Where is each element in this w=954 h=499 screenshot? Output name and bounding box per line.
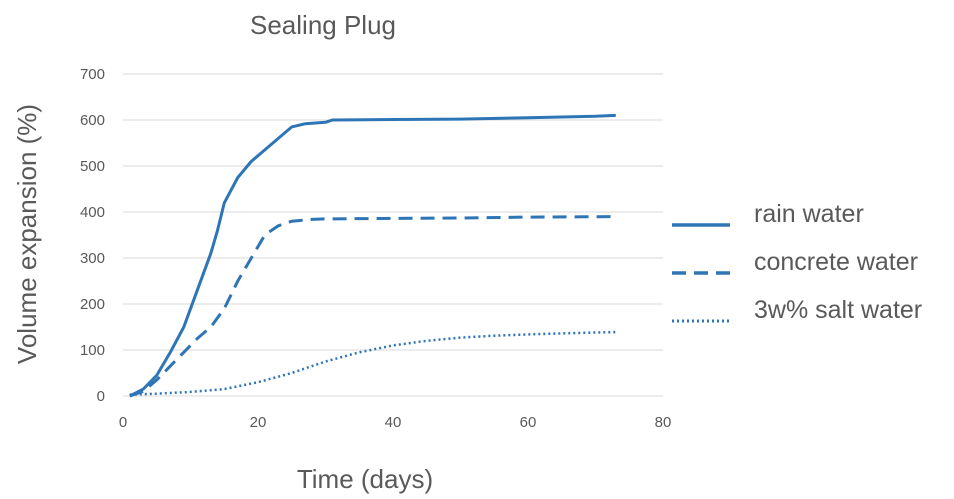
legend-label: rain water [754, 200, 864, 228]
y-axis-ticks: 0 100 200 300 400 500 600 700 [80, 66, 105, 405]
series-line-concrete-water [129, 215, 616, 398]
y-tick-label: 400 [80, 204, 105, 221]
legend-label: concrete water [754, 248, 918, 276]
x-axis-ticks: 0 20 40 60 80 [119, 414, 672, 431]
y-tick-label: 100 [80, 342, 105, 359]
y-tick-label: 300 [80, 250, 105, 267]
y-tick-label: 200 [80, 296, 105, 313]
legend-label: 3w% salt water [754, 296, 922, 324]
series-line-3w-salt-water [129, 330, 616, 396]
data-series [129, 113, 616, 398]
legend: rain water concrete water 3w% salt water [672, 200, 922, 324]
y-axis-label: Volume expansion (%) [12, 104, 42, 364]
y-tick-label: 500 [80, 158, 105, 175]
x-tick-label: 60 [520, 414, 537, 431]
y-tick-label: 700 [80, 66, 105, 83]
x-tick-label: 0 [119, 414, 127, 431]
y-tick-label: 600 [80, 112, 105, 129]
gridlines [123, 73, 663, 397]
series-line-rain-water [129, 113, 616, 398]
y-tick-label: 0 [97, 388, 105, 405]
x-tick-label: 80 [655, 414, 672, 431]
x-tick-label: 40 [385, 414, 402, 431]
chart-title: Sealing Plug [250, 10, 396, 40]
x-axis-label: Time (days) [297, 464, 433, 494]
x-tick-label: 20 [250, 414, 267, 431]
